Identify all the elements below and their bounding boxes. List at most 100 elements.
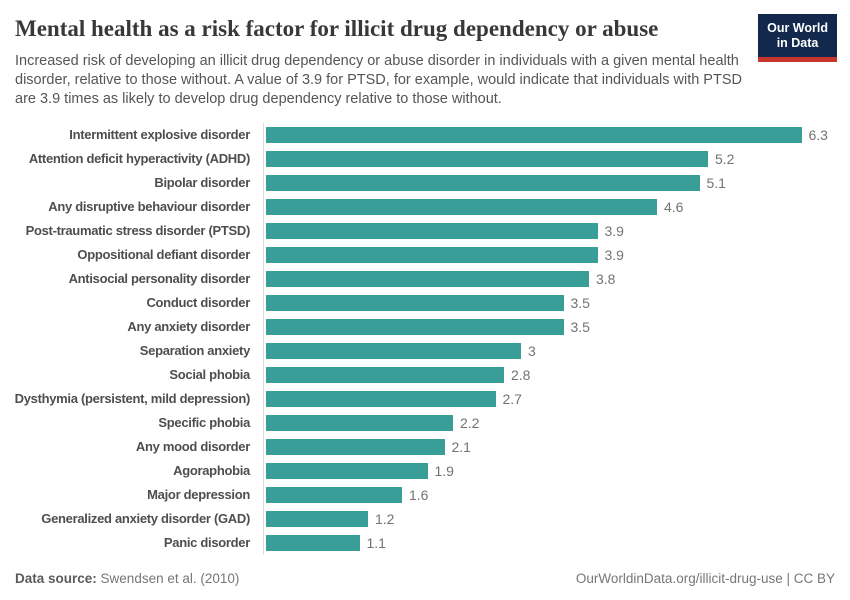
bar-label: Post-traumatic stress disorder (PTSD) [25,223,251,239]
bar[interactable] [266,390,496,407]
bar[interactable] [266,534,360,551]
bar-area: 3.9 [263,242,837,267]
bar-area: 1.2 [263,506,837,531]
bar-value: 1.2 [375,510,395,527]
bar[interactable] [266,366,504,383]
bar[interactable] [266,198,657,215]
bar-area: 2.1 [263,434,837,459]
bar-label: Any anxiety disorder [127,319,250,335]
bar-row: Specific phobia 2.2 [13,410,837,435]
chart-footer: Data source: Swendsen et al. (2010) OurW… [15,571,835,586]
bar-row: Agoraphobia 1.9 [13,458,837,483]
bar-area: 2.8 [263,362,837,387]
bar-label: Generalized anxiety disorder (GAD) [41,511,250,527]
chart-subtitle: Increased risk of developing an illicit … [15,52,742,107]
bar-area: 3.5 [263,290,837,315]
bar-label: Any disruptive behaviour disorder [48,199,250,215]
bar-label: Agoraphobia [173,463,250,479]
credit-link[interactable]: OurWorldinData.org/illicit-drug-use | CC… [575,571,835,586]
bar-value: 1.9 [434,462,454,479]
bar-value: 3.9 [604,222,624,239]
bar[interactable] [266,126,802,143]
bar-value: 5.1 [706,174,726,191]
bar-label: Conduct disorder [146,295,250,311]
bar-row: Major depression 1.6 [13,482,837,507]
bar-value: 2.1 [451,438,471,455]
bar-label: Intermittent explosive disorder [69,127,250,143]
owid-logo: Our World in Data [758,14,837,62]
bar-value: 2.8 [511,366,531,383]
bar[interactable] [266,486,402,503]
bar[interactable] [266,294,564,311]
bar[interactable] [266,462,428,479]
bar-row: Dysthymia (persistent, mild depression) 2… [13,386,837,411]
bar-row: Antisocial personality disorder 3.8 [13,266,837,291]
bar-row: Post-traumatic stress disorder (PTSD) 3.9 [13,218,837,243]
bar[interactable] [266,342,521,359]
chart-title: Mental health as a risk factor for illic… [15,16,659,41]
bar-value: 1.6 [409,486,429,503]
bar-label: Antisocial personality disorder [68,271,251,287]
bar-row: Conduct disorder 3.5 [13,290,837,315]
bar-label: Dysthymia (persistent, mild depression) [14,391,251,407]
bar-label: Attention deficit hyperactivity (ADHD) [28,151,250,167]
bar-label: Separation anxiety [139,343,251,359]
bar-area: 6.3 [263,122,837,147]
bar-area: 5.1 [263,170,837,195]
bar-row: Oppositional defiant disorder 3.9 [13,242,837,267]
bar-label: Major depression [147,487,250,503]
bar-row: Any mood disorder 2.1 [13,434,837,459]
bar-label: Bipolar disorder [154,175,250,191]
bar-value: 3.9 [604,246,624,263]
header-text: Mental health as a risk factor for illic… [13,12,758,109]
bar-row: Intermittent explosive disorder 6.3 [13,122,837,147]
bar-area: 2.2 [263,410,837,435]
bar-value: 2.2 [460,414,480,431]
bar-area: 5.2 [263,146,837,171]
bar-row: Bipolar disorder 5.1 [13,170,837,195]
bar-area: 3.8 [263,266,837,291]
bar-value: 3.5 [570,318,590,335]
bar-value: 6.3 [808,126,828,143]
data-source: Data source: Swendsen et al. (2010) [15,571,239,586]
bar-area: 3.5 [263,314,837,339]
chart-header: Mental health as a risk factor for illic… [13,12,837,109]
bar-label: Social phobia [169,367,250,383]
bar-value: 3.8 [596,270,616,287]
bar-area: 3 [263,338,837,363]
bar-chart: Intermittent explosive disorder 6.3 Attent… [13,122,837,555]
bar-area: 1.6 [263,482,837,507]
bar-label: Oppositional defiant disorder [77,247,250,263]
bar[interactable] [266,270,589,287]
bar-area: 4.6 [263,194,837,219]
bar-area: 3.9 [263,218,837,243]
owid-logo-line2: in Data [776,36,819,51]
bar-row: Social phobia 2.8 [13,362,837,387]
bar-value: 4.6 [664,198,684,215]
bar[interactable] [266,246,598,263]
bar-label: Specific phobia [158,415,250,431]
bar-row: Attention deficit hyperactivity (ADHD) 5.… [13,146,837,171]
bar-row: Generalized anxiety disorder (GAD) 1.2 [13,506,837,531]
bar[interactable] [266,174,700,191]
bar[interactable] [266,414,453,431]
bar[interactable] [266,318,564,335]
bar-value: 1.1 [366,534,386,551]
bar-row: Separation anxiety 3 [13,338,837,363]
bar-row: Any disruptive behaviour disorder 4.6 [13,194,837,219]
bar-value: 2.7 [502,390,522,407]
bar-area: 1.9 [263,458,837,483]
bar[interactable] [266,222,598,239]
owid-logo-line1: Our World [767,21,828,35]
bar-area: 1.1 [263,530,837,555]
bar-label: Panic disorder [163,535,250,551]
bar[interactable] [266,438,445,455]
bar-row: Any anxiety disorder 3.5 [13,314,837,339]
bar[interactable] [266,150,708,167]
bar[interactable] [266,510,368,527]
bar-row: Panic disorder 1.1 [13,530,837,555]
data-source-value: Swendsen et al. (2010) [100,571,240,586]
bar-value: 5.2 [715,150,735,167]
bar-value: 3.5 [570,294,590,311]
